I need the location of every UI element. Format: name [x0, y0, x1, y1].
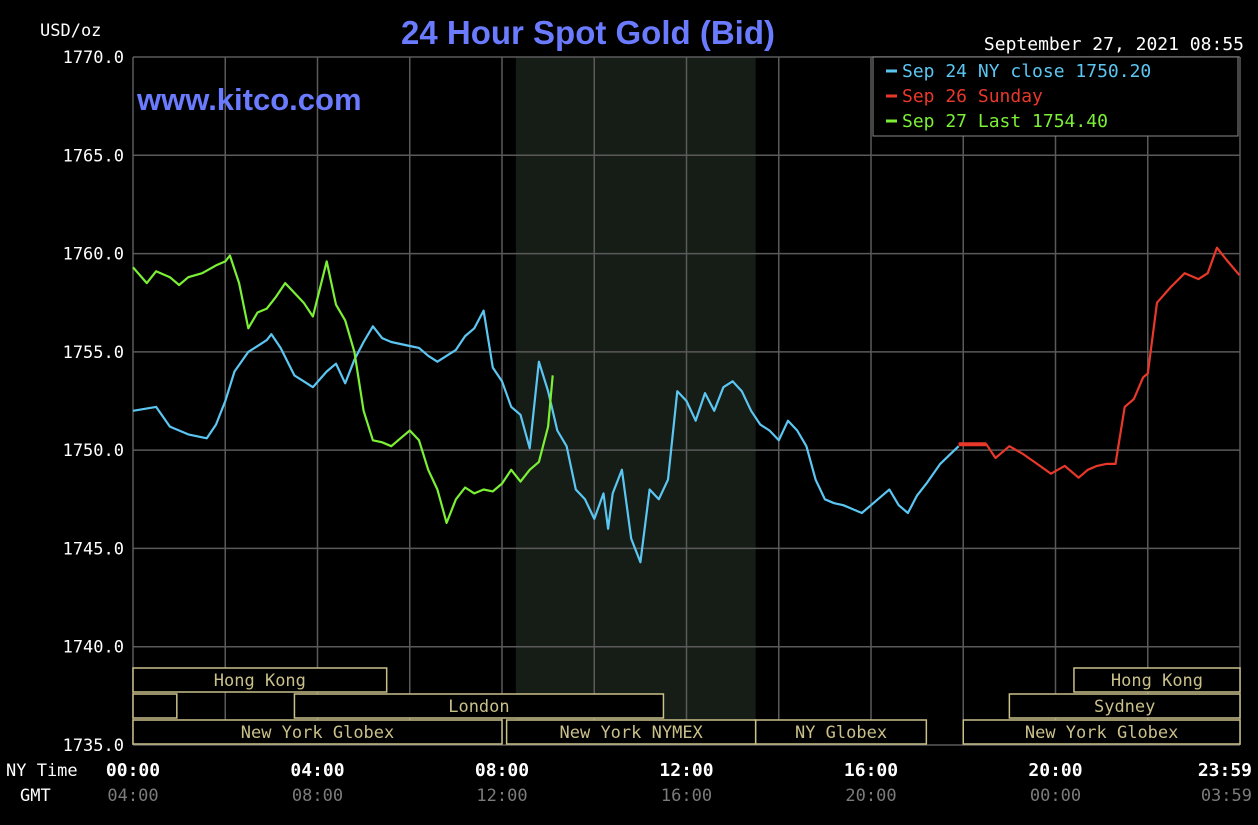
series-line: [132, 309, 960, 564]
watermark: www.kitco.com: [136, 82, 362, 117]
x-tick-label-gmt: 04:00: [107, 786, 158, 806]
legend: Sep 24 NY close 1750.20 Sep 26 Sunday Sep …: [872, 56, 1239, 137]
x-tick-label-ny: 04:00: [290, 760, 344, 781]
y-tick-label: 1755.0: [63, 343, 124, 363]
y-axis-label: USD/oz: [40, 21, 101, 41]
series-line: [958, 246, 1241, 479]
series-lines: [132, 246, 1241, 564]
y-tick-label: 1760.0: [63, 245, 124, 265]
session-label: New York NYMEX: [560, 723, 704, 743]
session-bar: [505, 719, 757, 745]
legend-label: Sep 24 NY close 1750.20: [902, 61, 1151, 82]
gmt-row-label: GMT: [20, 786, 51, 806]
session-bar: [132, 719, 503, 745]
chart-date-time: September 27, 2021 08:55: [984, 34, 1244, 55]
x-tick-label-gmt: 12:00: [476, 786, 527, 806]
session-bar: [132, 693, 178, 719]
y-tick-label: 1765.0: [63, 146, 124, 166]
x-tick-label-ny: 23:59: [1198, 760, 1252, 781]
x-tick-label-ny: 00:00: [106, 760, 160, 781]
session-bar: [1008, 693, 1241, 719]
x-tick-label-gmt: 00:00: [1030, 786, 1081, 806]
legend-label: Sep 26 Sunday: [902, 86, 1043, 107]
y-tick-label: 1735.0: [63, 736, 124, 756]
session-label: New York Globex: [241, 723, 395, 743]
series-line: [132, 254, 554, 525]
trading-sessions: Hong Kong Hong Kong London Sydney New York G…: [132, 667, 1241, 745]
session-label: Sydney: [1094, 697, 1155, 717]
session-bar: [132, 667, 388, 693]
y-tick-label: 1740.0: [63, 638, 124, 658]
session-label: NY Globex: [795, 723, 887, 743]
x-tick-label-ny: 16:00: [844, 760, 898, 781]
y-tick-label: 1750.0: [63, 441, 124, 461]
session-bar: [962, 719, 1241, 745]
session-bar: [293, 693, 665, 719]
ny-time-row-label: NY Time: [6, 761, 78, 781]
session-label: New York Globex: [1025, 723, 1179, 743]
x-tick-label-ny: 08:00: [475, 760, 529, 781]
x-tick-label-ny: 20:00: [1028, 760, 1082, 781]
nymex-shaded-region: [515, 57, 756, 745]
y-tick-label: 1745.0: [63, 539, 124, 559]
x-tick-label-gmt: 16:00: [661, 786, 712, 806]
y-tick-label: 1770.0: [63, 48, 124, 68]
legend-label: Sep 27 Last 1754.40: [902, 111, 1108, 132]
x-tick-label-ny: 12:00: [659, 760, 713, 781]
x-tick-label-gmt: 08:00: [292, 786, 343, 806]
x-tick-label-gmt: 20:00: [845, 786, 896, 806]
session-label: London: [448, 697, 509, 717]
session-label: Hong Kong: [214, 671, 306, 691]
y-tick-labels: 1770.0 1765.0 1760.0 1755.0 1750.0 1745.0 1740…: [63, 48, 124, 756]
legend-box: [872, 56, 1239, 137]
x-tick-labels: 00:00 04:00 08:00 12:00 16:00 20:00 23:59 04:00…: [106, 760, 1252, 806]
chart-title: 24 Hour Spot Gold (Bid): [401, 14, 775, 51]
session-bar: [1073, 667, 1241, 693]
session-bar: [754, 719, 928, 745]
x-tick-label-gmt: 03:59: [1201, 786, 1252, 806]
session-label: Hong Kong: [1111, 671, 1203, 691]
